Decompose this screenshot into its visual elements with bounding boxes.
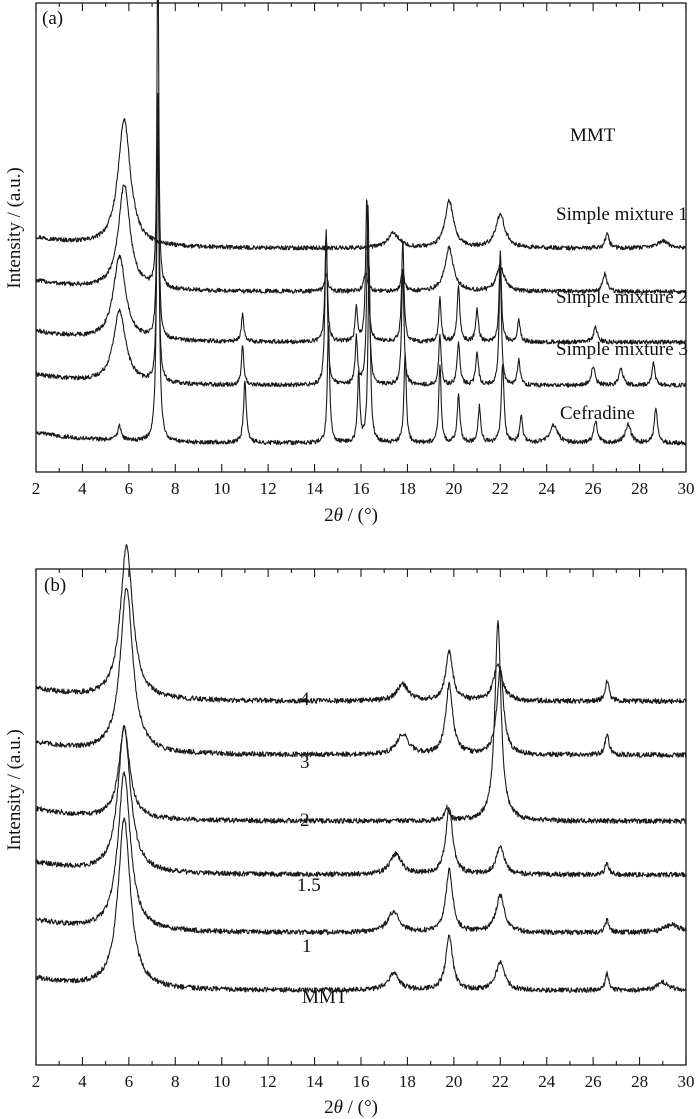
x-tick-label-b-20: 20 <box>445 1072 462 1091</box>
panel-b-y-axis-label: Intensity / (a.u.) <box>4 729 25 850</box>
panel-a-label: (a) <box>42 8 63 29</box>
panel-a-frame <box>35 2 687 473</box>
x-tick-label-b-14: 14 <box>306 1072 324 1091</box>
trace-a-2 <box>35 92 687 345</box>
series-label-b-1: 3 <box>300 752 310 773</box>
x-tick-label-a-4: 4 <box>78 479 87 498</box>
series-label-b-3: 1.5 <box>297 875 321 896</box>
x-tick-label-a-22: 22 <box>492 479 509 498</box>
x-tick-label-a-20: 20 <box>445 479 462 498</box>
x-tick-label-b-26: 26 <box>585 1072 602 1091</box>
x-tick-label-b-24: 24 <box>538 1072 556 1091</box>
x-tick-label-a-30: 30 <box>678 479 695 498</box>
trace-a-4 <box>35 106 687 446</box>
panel-b-traces: 4 3 2 1.5 1 MMT <box>35 544 687 1008</box>
trace-b-5 <box>35 817 687 994</box>
panel-a: (a) MMT Simple mixture 1 Simple mixture 2 S… <box>4 0 695 526</box>
x-tick-label-b-8: 8 <box>171 1072 180 1091</box>
series-label-b-4: 1 <box>302 936 312 957</box>
panel-b-label: (b) <box>44 575 66 596</box>
x-tick-label-b-10: 10 <box>213 1072 230 1091</box>
x-tick-label-a-28: 28 <box>631 479 648 498</box>
trace-a-3 <box>35 119 687 388</box>
x-tick-label-b-16: 16 <box>353 1072 370 1091</box>
x-tick-label-a-8: 8 <box>171 479 180 498</box>
trace-a-0 <box>35 117 687 251</box>
trace-a-1 <box>35 0 687 295</box>
x-tick-label-b-12: 12 <box>260 1072 277 1091</box>
series-label-a-4: Cefradine <box>560 403 635 424</box>
x-tick-label-b-22: 22 <box>492 1072 509 1091</box>
x-tick-label-a-10: 10 <box>213 479 230 498</box>
x-tick-label-a-16: 16 <box>353 479 370 498</box>
x-tick-label-b-2: 2 <box>32 1072 41 1091</box>
trace-b-4 <box>35 771 687 936</box>
series-label-a-1: Simple mixture 1 <box>556 204 688 225</box>
x-tick-label-a-24: 24 <box>538 479 556 498</box>
series-label-a-3: Simple mixture 3 <box>556 339 688 360</box>
panel-a-x-axis-label: 2θ / (°) <box>324 505 378 526</box>
panel-a-y-axis-label: Intensity / (a.u.) <box>4 167 25 288</box>
x-tick-label-b-30: 30 <box>678 1072 695 1091</box>
series-label-b-0: 4 <box>300 689 310 710</box>
x-tick-label-a-18: 18 <box>399 479 416 498</box>
series-label-a-2: Simple mixture 2 <box>556 287 688 308</box>
trace-b-0 <box>35 544 687 705</box>
panel-a-x-ticks: 2 4 6 8 10 12 14 16 18 20 22 24 26 28 30 <box>32 3 695 498</box>
panel-b-x-ticks: 2 4 6 8 10 12 14 16 18 20 22 24 26 28 30 <box>32 569 695 1091</box>
series-label-b-2: 2 <box>300 810 310 831</box>
x-tick-label-a-12: 12 <box>260 479 277 498</box>
x-tick-label-a-2: 2 <box>32 479 41 498</box>
x-tick-label-b-6: 6 <box>125 1072 134 1091</box>
panel-a-traces: MMT Simple mixture 1 Simple mixture 2 Simpl… <box>35 0 688 446</box>
trace-b-3 <box>35 725 687 878</box>
x-tick-label-b-18: 18 <box>399 1072 416 1091</box>
x-tick-label-a-14: 14 <box>306 479 324 498</box>
x-tick-label-a-6: 6 <box>125 479 134 498</box>
x-tick-label-b-28: 28 <box>631 1072 648 1091</box>
trace-b-2 <box>35 620 687 825</box>
series-label-a-0: MMT <box>570 125 616 146</box>
panel-b-x-axis-label: 2θ / (°) <box>324 1097 378 1118</box>
trace-b-1 <box>35 587 687 758</box>
series-label-b-5: MMT <box>302 987 348 1008</box>
x-tick-label-a-26: 26 <box>585 479 602 498</box>
x-tick-label-b-4: 4 <box>78 1072 87 1091</box>
